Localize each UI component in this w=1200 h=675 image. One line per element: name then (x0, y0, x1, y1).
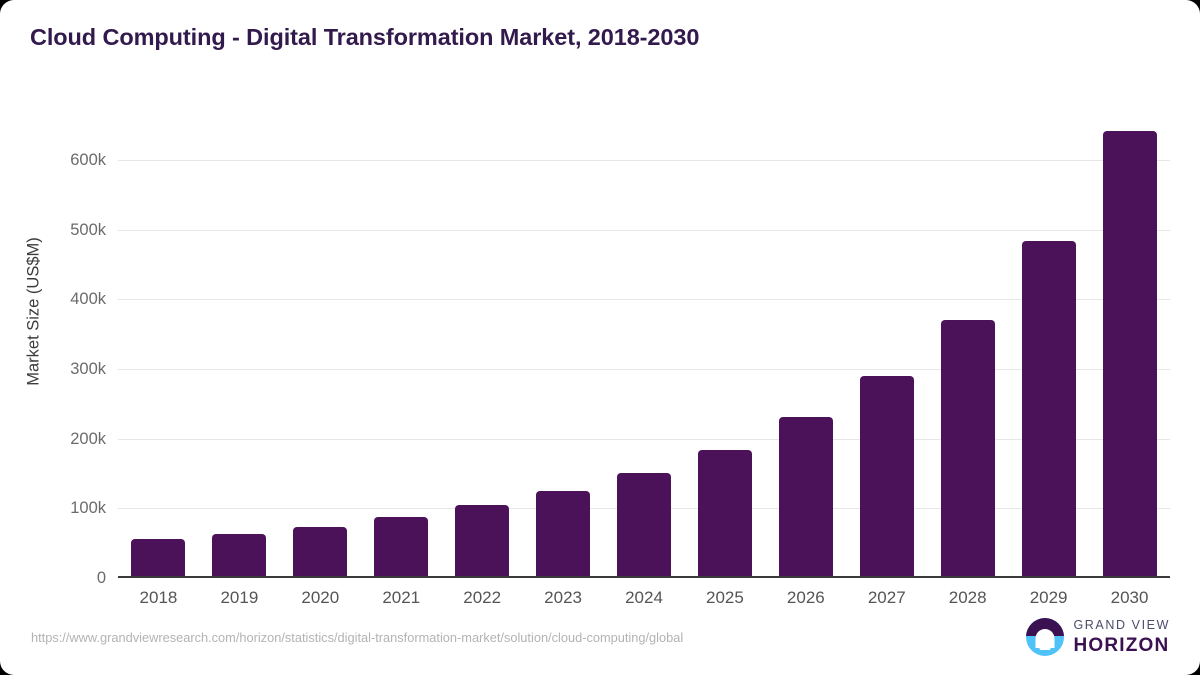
bar-slot (684, 100, 765, 577)
grand-view-horizon-logo[interactable]: GRAND VIEW HORIZON (1026, 618, 1170, 656)
y-axis-title: Market Size (US$M) (24, 237, 43, 386)
bar-2019[interactable] (212, 533, 267, 577)
bar-slot (199, 100, 280, 577)
bar-2025[interactable] (697, 450, 752, 577)
bar-2024[interactable] (616, 473, 671, 577)
bar-slot (927, 100, 1008, 577)
x-axis-tick-label: 2027 (867, 588, 906, 607)
bar-slot (442, 100, 523, 577)
x-axis-tick-label: 2020 (301, 588, 340, 607)
x-axis-tick-label: 2024 (625, 588, 663, 607)
page-title: Cloud Computing - Digital Transformation… (30, 24, 700, 50)
x-axis-labels: 2018 2019 2020 2021 2022 2023 2024 2025 2026 2027… (118, 588, 1170, 608)
bar-2018[interactable] (131, 539, 186, 577)
gridline (118, 229, 1170, 231)
bar-2021[interactable] (374, 517, 429, 577)
x-axis-tick-label: 2028 (948, 588, 987, 607)
bar-slot (604, 100, 685, 577)
x-axis-line (118, 576, 1170, 578)
x-axis-tick-label: 2030 (1110, 588, 1149, 607)
logo-text-horizon: HORIZON (1073, 634, 1170, 656)
bar-slot (118, 100, 199, 577)
bars-group (118, 100, 1170, 577)
bar-2020[interactable] (293, 526, 348, 577)
bar-slot (523, 100, 604, 577)
plot-area: 0 100k 200k 300k 400k 500k 600k (70, 100, 1170, 587)
bar-2023[interactable] (536, 491, 591, 577)
horizon-icon-line-short (1039, 646, 1051, 650)
bar-slot (765, 100, 846, 577)
y-axis-tick-label: 200k (70, 429, 106, 448)
x-axis-tick-label: 2018 (139, 588, 178, 607)
bar-slot (280, 100, 361, 577)
x-axis-tick-label: 2029 (1029, 588, 1068, 607)
x-axis-tick-label: 2026 (786, 588, 825, 607)
gridline (118, 160, 1170, 161)
x-axis-tick-label: 2025 (706, 588, 744, 607)
x-axis-tick-label: 2019 (220, 588, 259, 607)
source-url[interactable]: https://www.grandviewresearch.com/horizo… (31, 630, 684, 645)
logo-wordmark: GRAND VIEW HORIZON (1073, 619, 1170, 655)
bar-slot (1089, 100, 1170, 577)
x-axis-tick-label: 2022 (463, 588, 502, 607)
bar-2022[interactable] (455, 505, 510, 577)
bar-2027[interactable] (859, 375, 914, 577)
bar-slot (1008, 100, 1089, 577)
bar-slot (361, 100, 442, 577)
y-axis-tick-label: 0 (96, 569, 106, 587)
horizon-icon-top-half (1026, 618, 1065, 636)
x-axis-tick-label: 2023 (544, 588, 582, 607)
horizon-icon-line-long (1036, 641, 1054, 645)
y-axis-tick-label: 300k (70, 360, 106, 378)
logo-text-grand-view: GRAND VIEW (1073, 618, 1170, 633)
gridline (118, 578, 1170, 579)
gridline (118, 438, 1170, 440)
y-axis-tick-label: 400k (70, 290, 106, 309)
chart-canvas: Market Size (US$M) 0 100k 200k 300k 400k 500k… (0, 80, 1200, 607)
y-axis-tick-label: 500k (70, 220, 106, 239)
bar-2026[interactable] (778, 416, 833, 577)
bar-slot (846, 100, 927, 577)
y-axis-tick-label: 600k (70, 151, 106, 169)
gridline (118, 299, 1170, 301)
gridline (118, 369, 1170, 370)
y-axis-tick-label: 100k (70, 499, 106, 518)
horizon-circle-icon (1026, 618, 1065, 656)
x-axis-tick-label: 2021 (382, 588, 421, 607)
horizon-icon-dome (1035, 629, 1055, 649)
bar-2028[interactable] (940, 320, 995, 577)
bar-2030[interactable] (1102, 130, 1157, 577)
bar-2029[interactable] (1021, 241, 1076, 577)
